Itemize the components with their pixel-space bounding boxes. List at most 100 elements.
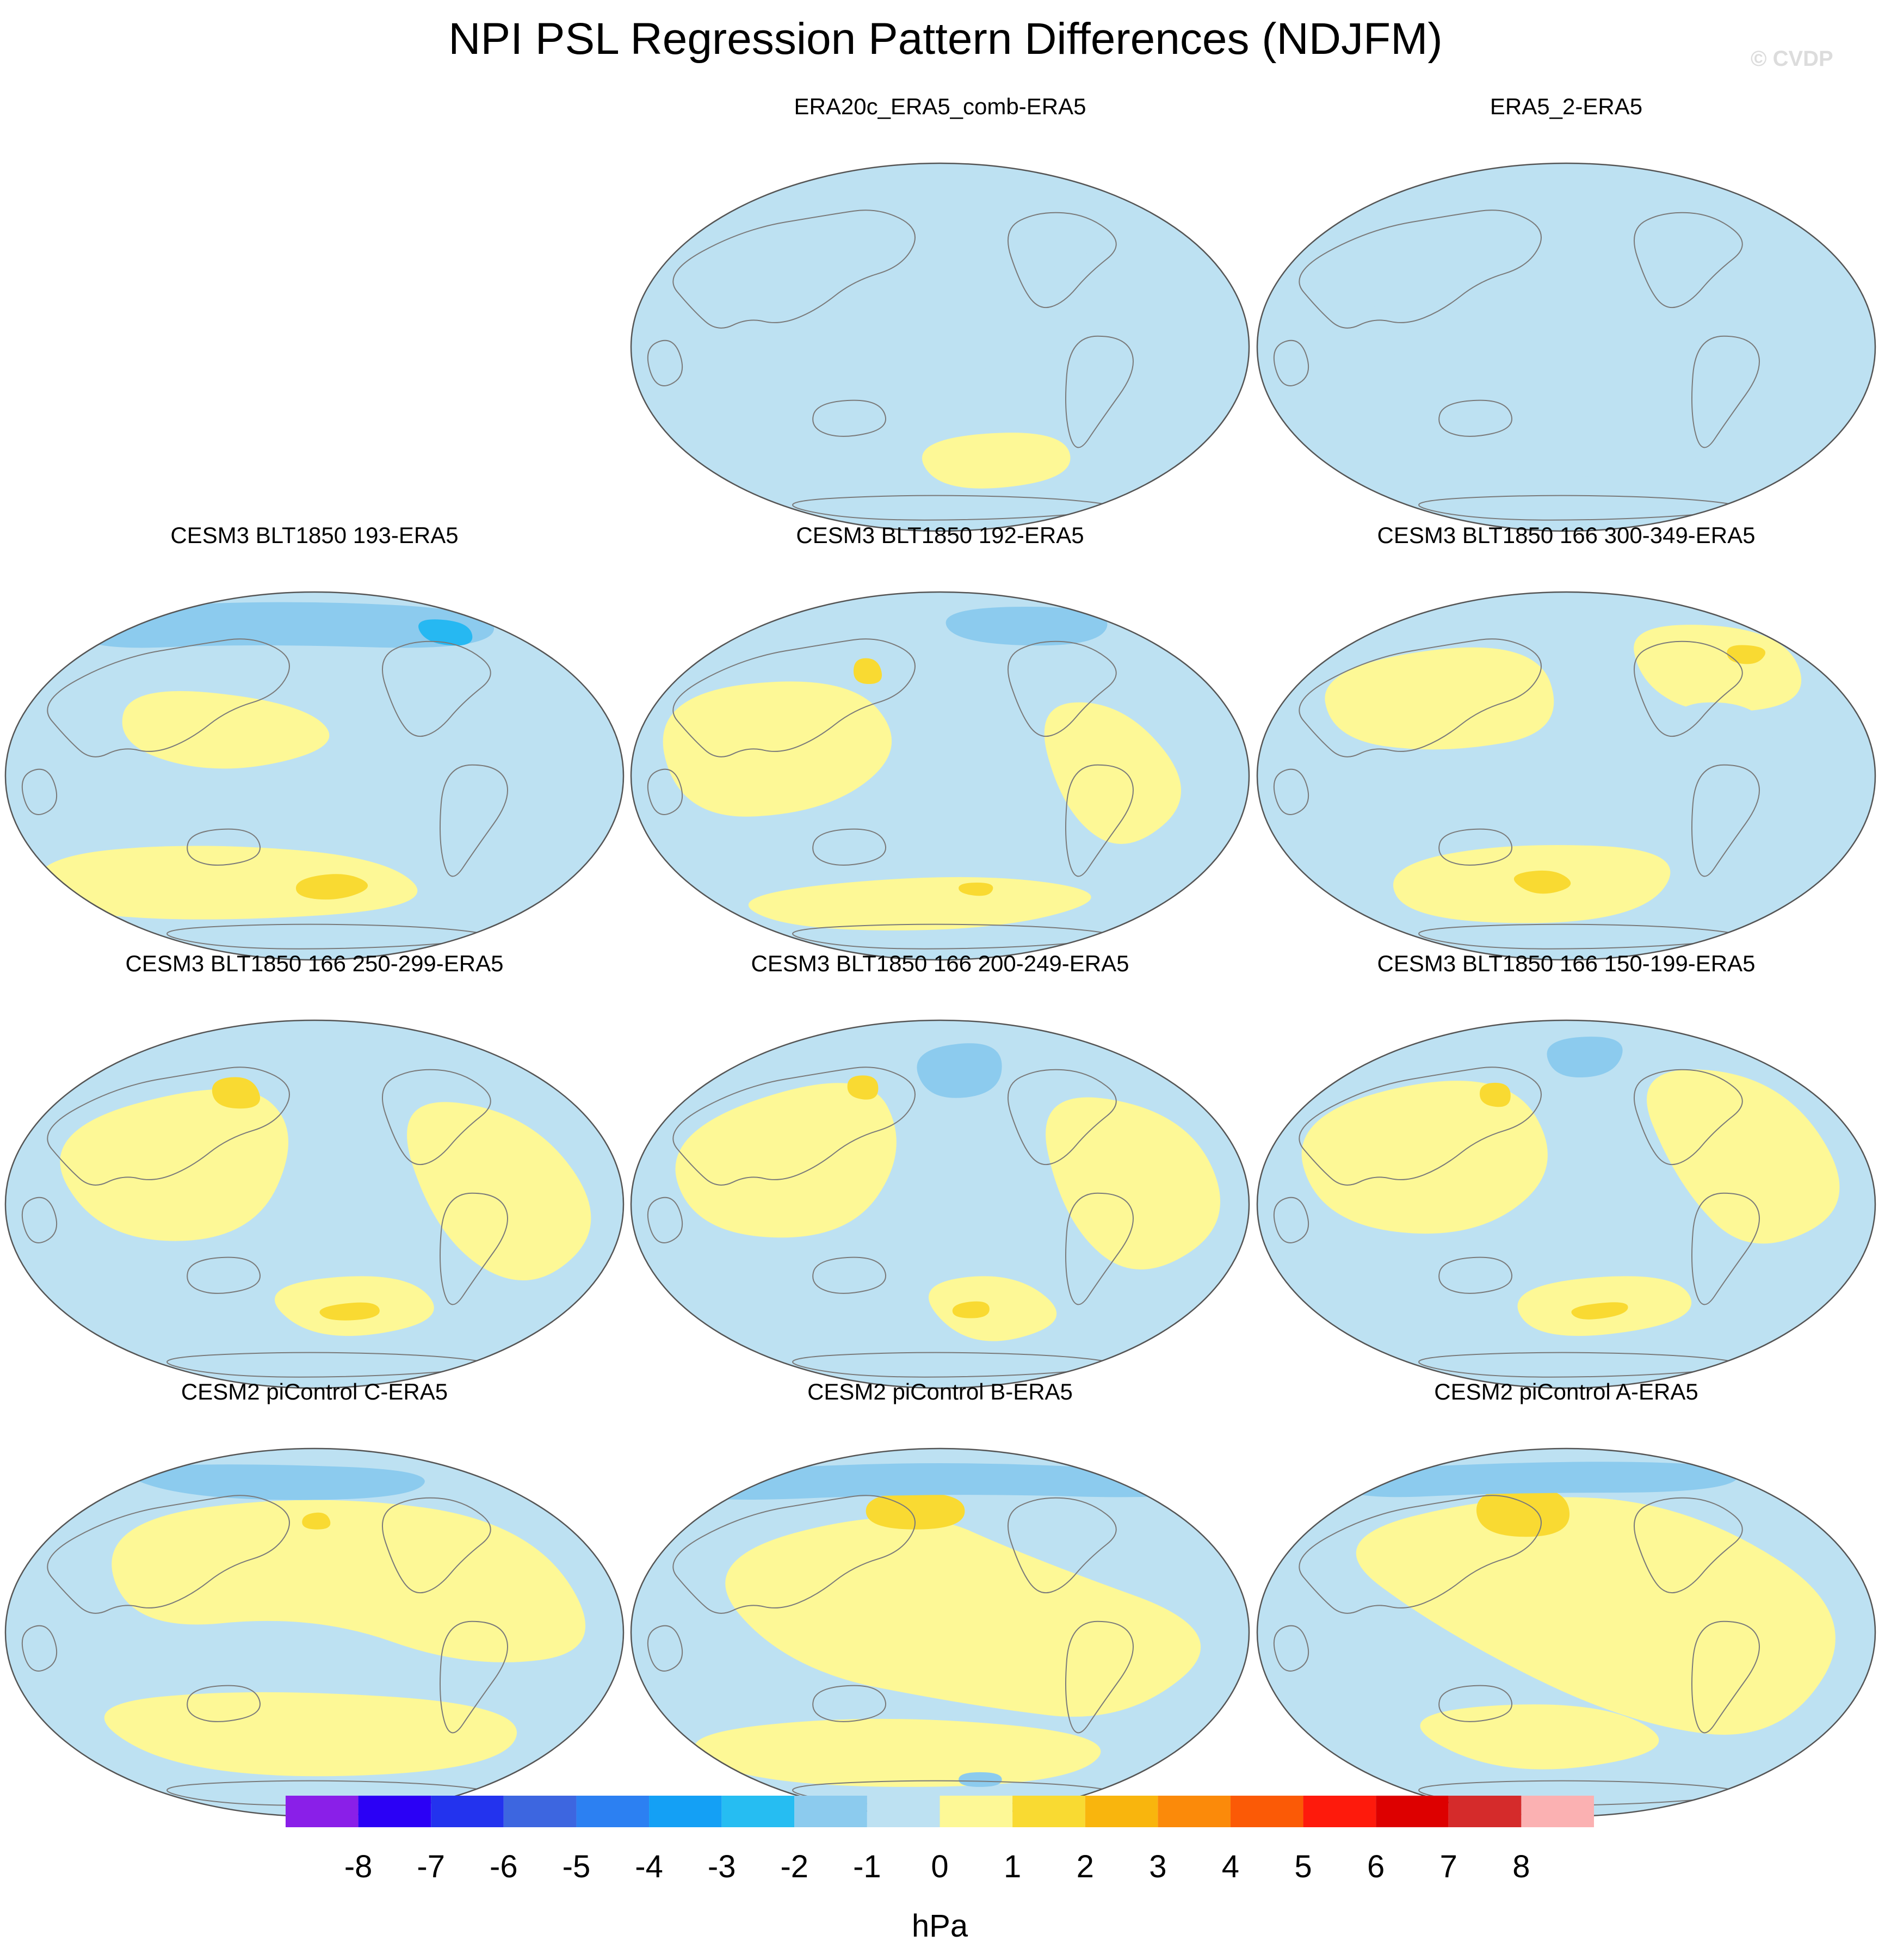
map-panel-cesm3-166-300-349: CESM3 BLT1850 166 300-349-ERA5 — [1256, 521, 1876, 962]
map-cesm3-166-300-349 — [1256, 591, 1876, 961]
coastline — [1273, 768, 1309, 815]
map-cesm2-picontrol-a — [1256, 1447, 1876, 1817]
coastline — [1008, 1069, 1117, 1166]
positive-anomaly-region — [675, 1083, 897, 1238]
negative-anomaly-region — [1374, 279, 1532, 378]
positive-anomaly-region — [1356, 1497, 1836, 1735]
strong-positive-anomaly-region — [952, 1301, 990, 1318]
coastline — [1299, 1067, 1542, 1186]
positive-anomaly-region — [104, 1692, 517, 1777]
coastline — [1008, 212, 1117, 309]
strong-negative-anomaly-region — [946, 607, 1108, 646]
coastline — [187, 1685, 261, 1722]
strong-positive-anomaly-region — [1476, 1487, 1570, 1537]
coastline — [812, 1256, 887, 1294]
map-panel-cesm2-picontrol-b: CESM2 piControl B-ERA5 — [630, 1378, 1250, 1819]
coastline — [1065, 1192, 1134, 1305]
coastline — [647, 1625, 683, 1672]
map-cesm3-193 — [4, 591, 625, 961]
positive-anomaly-region — [922, 433, 1071, 489]
colorbar-swatch — [1085, 1796, 1158, 1827]
colorbar-tick-label: -6 — [490, 1849, 518, 1884]
colorbar: -8 -7 -6 -5 -4 -3 -2 -1 0 1 2 3 4 5 6 7 8 hPa — [286, 1796, 1594, 1959]
anomaly-field — [663, 607, 1182, 930]
coastline — [812, 399, 887, 437]
map-border — [630, 162, 1250, 532]
colorbar-unit: hPa — [911, 1908, 968, 1944]
coastlines — [647, 1067, 1134, 1378]
colorbar-tick-label: 3 — [1149, 1849, 1166, 1884]
coastline — [672, 1495, 916, 1614]
strong-positive-anomaly-region — [1479, 1082, 1511, 1107]
coastline — [1273, 340, 1309, 386]
map-cesm2-picontrol-b — [630, 1447, 1250, 1817]
positive-anomaly-region — [694, 1718, 1101, 1787]
colorbar-tick-label: -7 — [417, 1849, 445, 1884]
map-panel-cesm3-166-200-249: CESM3 BLT1850 166 200-249-ERA5 — [630, 950, 1250, 1390]
coastline — [187, 828, 261, 866]
strong-positive-anomaly-region — [1513, 870, 1571, 894]
map-era5-2 — [1256, 162, 1876, 532]
strong-negative-anomaly-region — [917, 1043, 1002, 1098]
anomaly-field — [670, 1463, 1210, 1787]
positive-anomaly-region — [663, 681, 892, 817]
positive-anomaly-region — [1046, 1097, 1220, 1269]
strong-positive-anomaly-region — [866, 1493, 965, 1530]
colorbar-swatch — [1448, 1796, 1522, 1827]
coastline — [812, 1685, 887, 1722]
coastline — [672, 209, 916, 329]
coastlines — [647, 209, 1134, 521]
positive-anomaly-region — [407, 1102, 591, 1281]
colorbar-tick-label: -5 — [563, 1849, 591, 1884]
panel-title: CESM3 BLT1850 166 200-249-ERA5 — [751, 951, 1129, 976]
colorbar-swatch — [503, 1796, 577, 1827]
coastline — [1691, 1620, 1760, 1734]
coastline — [1691, 335, 1760, 448]
panel-title: ERA5_2-ERA5 — [1490, 94, 1643, 119]
strong-positive-anomaly-region — [1727, 645, 1766, 664]
strong-negative-anomaly-region — [73, 602, 495, 648]
colorbar-tick-label: -1 — [853, 1849, 881, 1884]
colorbar-swatch — [867, 1796, 940, 1827]
colorbar-tick-label: 8 — [1512, 1849, 1530, 1884]
map-cesm3-192 — [630, 591, 1250, 961]
strong-positive-anomaly-region — [212, 1077, 261, 1109]
positive-anomaly-region — [748, 877, 1091, 930]
coastline — [440, 1620, 508, 1734]
coastline — [672, 638, 916, 757]
map-border — [630, 591, 1250, 961]
negative-anomaly-region — [982, 172, 1108, 267]
colorbar-tick-label: 6 — [1367, 1849, 1385, 1884]
coastline — [1299, 209, 1542, 329]
anomaly-field — [60, 1077, 591, 1336]
coastline — [1299, 1495, 1542, 1614]
colorbar-tick-label: 5 — [1294, 1849, 1312, 1884]
map-panel-cesm3-193: CESM3 BLT1850 193-ERA5 — [4, 521, 625, 962]
map-cesm3-166-250-299 — [4, 1019, 625, 1389]
coastline — [1008, 1497, 1117, 1594]
colorbar-swatch — [794, 1796, 867, 1827]
positive-anomaly-region — [36, 846, 418, 920]
coastline — [1299, 638, 1542, 757]
coastline — [647, 340, 683, 386]
coastline — [47, 1495, 290, 1614]
strong-positive-anomaly-region — [959, 883, 993, 896]
coastline — [21, 768, 58, 815]
colorbar-swatch — [1230, 1796, 1303, 1827]
coastline — [47, 638, 290, 757]
coastline — [440, 764, 508, 877]
positive-anomaly-region — [725, 1517, 1201, 1717]
coastline — [1634, 640, 1743, 737]
positive-anomaly-region — [928, 1276, 1057, 1341]
panel-title: CESM2 piControl B-ERA5 — [807, 1379, 1073, 1404]
coastline — [1691, 764, 1760, 877]
colorbar-swatch — [1376, 1796, 1449, 1827]
positive-anomaly-region — [1647, 1069, 1840, 1244]
coastline — [812, 828, 887, 866]
figure-title: NPI PSL Regression Pattern Differences (… — [448, 14, 1443, 64]
panel-title: CESM3 BLT1850 193-ERA5 — [170, 522, 459, 548]
anomaly-field — [1325, 625, 1802, 923]
map-cesm3-166-150-199 — [1256, 1019, 1876, 1389]
coastline — [382, 1497, 491, 1594]
anomaly-field — [1301, 1037, 1840, 1336]
